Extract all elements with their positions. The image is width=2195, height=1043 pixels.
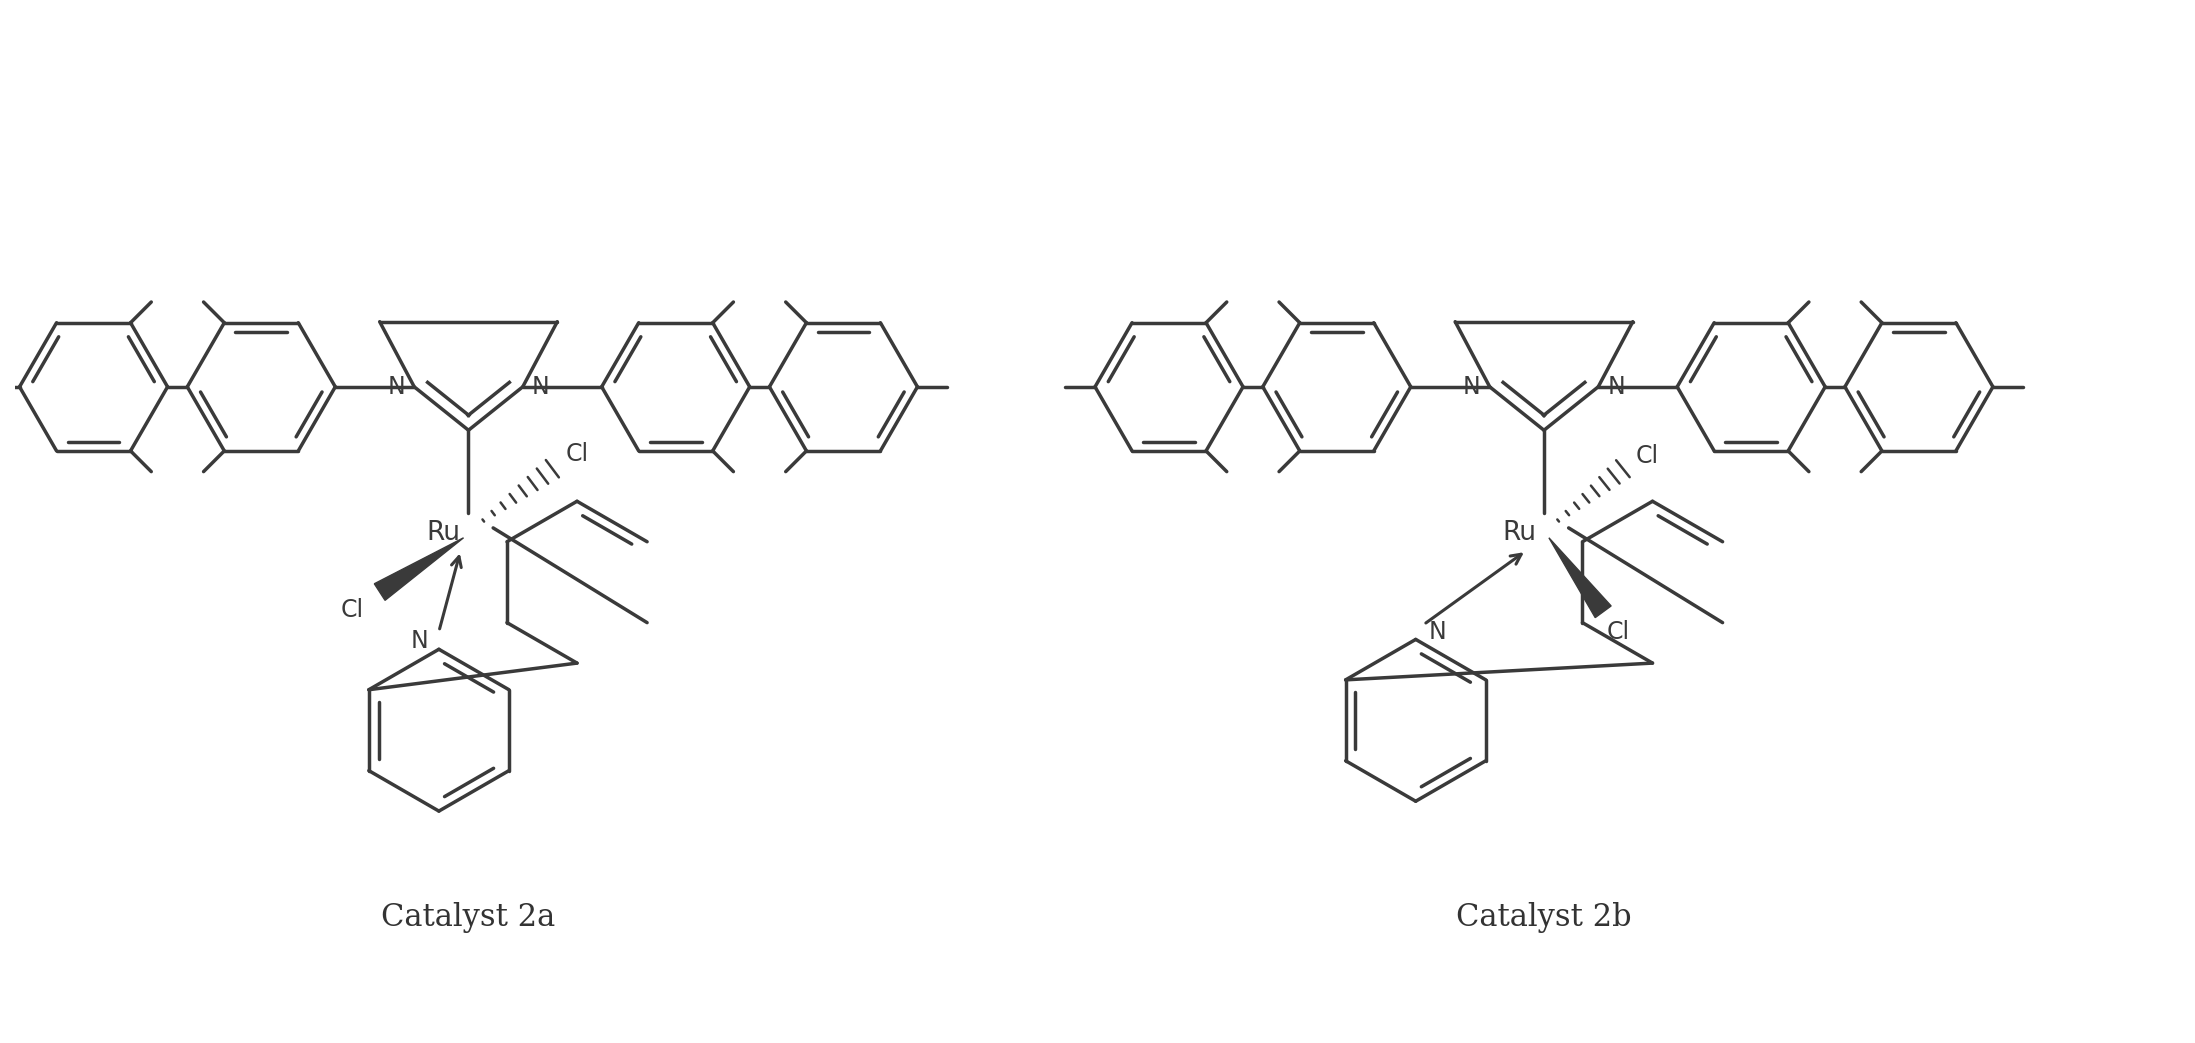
Text: N: N (1429, 620, 1447, 644)
Text: N: N (1607, 374, 1624, 398)
Text: Cl: Cl (1607, 620, 1629, 644)
Text: N: N (531, 374, 549, 398)
Text: Cl: Cl (566, 442, 588, 466)
Text: N: N (1464, 374, 1482, 398)
Text: Ru: Ru (1501, 519, 1536, 545)
Polygon shape (1550, 538, 1611, 617)
Text: Cl: Cl (1635, 444, 1659, 468)
Text: Cl: Cl (340, 598, 364, 622)
Text: N: N (410, 629, 428, 653)
Text: Catalyst 2b: Catalyst 2b (1455, 902, 1631, 933)
Text: Catalyst 2a: Catalyst 2a (382, 902, 555, 933)
Text: Ru: Ru (426, 519, 461, 545)
Polygon shape (375, 538, 463, 601)
Text: N: N (389, 374, 406, 398)
